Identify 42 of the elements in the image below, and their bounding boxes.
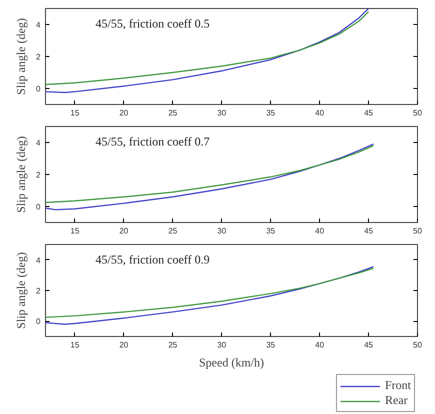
y-axis-title: Slip angle (deg): [14, 18, 28, 95]
legend-label: Front: [384, 378, 411, 393]
y-tick-label: 0: [36, 202, 42, 212]
y-tick-label: 4: [36, 138, 42, 148]
x-tick-label: 40: [315, 108, 325, 118]
y-tick-label: 2: [36, 286, 42, 296]
y-tick-label: 4: [36, 20, 42, 30]
y-tick-label: 2: [36, 52, 42, 62]
y-tick-label: 4: [36, 256, 42, 265]
x-tick-label: 25: [168, 226, 178, 236]
x-tick-label: 15: [70, 226, 80, 236]
x-tick-label: 15: [70, 340, 80, 350]
x-tick-label: 20: [119, 108, 129, 118]
x-tick-label: 35: [266, 340, 276, 350]
text: 45/55, friction coeff 0.7: [96, 134, 210, 148]
x-tick-label: 30: [217, 108, 227, 118]
x-tick-label: 30: [217, 340, 227, 350]
x-tick-label: 20: [119, 226, 129, 236]
x-tick-label: 40: [315, 340, 325, 350]
x-axis-title: Speed (km/h): [199, 356, 264, 370]
y-tick-label: 2: [36, 170, 42, 180]
x-tick-label: 40: [315, 226, 325, 236]
x-tick-label: 15: [70, 108, 80, 118]
x-tick-label: 50: [413, 108, 422, 118]
x-tick-label: 20: [119, 340, 129, 350]
x-tick-label: 30: [217, 226, 227, 236]
x-tick-label: 50: [413, 340, 422, 350]
x-tick-label: 50: [413, 226, 422, 236]
x-tick-label: 45: [364, 226, 374, 236]
text: 45/55, friction coeff 0.5: [96, 16, 210, 30]
text: 45/55, friction coeff 0.9: [96, 252, 210, 266]
x-tick-label: 25: [168, 340, 178, 350]
y-axis-title: Slip angle (deg): [14, 136, 28, 213]
x-tick-label: 45: [364, 340, 374, 350]
y-tick-label: 0: [36, 84, 42, 94]
legend-label: Rear: [384, 393, 408, 408]
y-axis-title: Slip angle (deg): [14, 252, 28, 329]
x-tick-label: 25: [168, 108, 178, 118]
y-tick-label: 0: [36, 317, 42, 326]
x-tick-label: 35: [266, 226, 276, 236]
x-tick-label: 35: [266, 108, 276, 118]
x-tick-label: 45: [364, 108, 374, 118]
